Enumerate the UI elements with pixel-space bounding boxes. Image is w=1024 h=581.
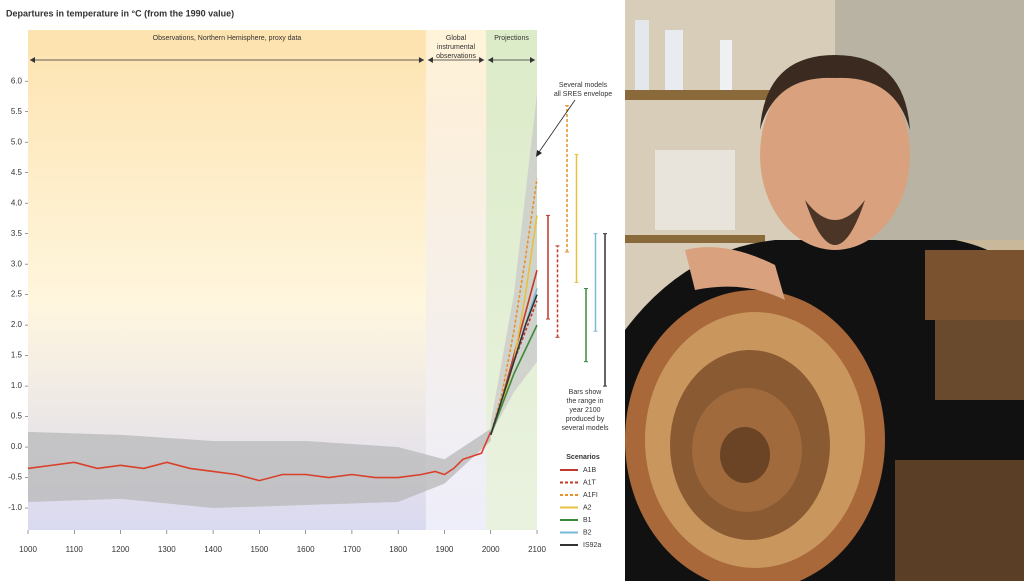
arrow-head (536, 150, 542, 157)
tree-ring (720, 427, 770, 483)
annotation: produced by (566, 416, 605, 423)
chart-title: Departures in temperature in °C (from th… (6, 8, 234, 18)
annotation: Bars show (569, 389, 603, 396)
x-tick-label: 1100 (66, 545, 84, 554)
y-tick-label: 0.5 (11, 412, 23, 421)
glassware (720, 40, 732, 90)
y-tick-label: 1.0 (11, 381, 23, 390)
x-tick-label: 1500 (250, 545, 268, 554)
y-tick-label: -0.5 (8, 473, 22, 482)
annotation: several models (561, 425, 609, 432)
legend-label: A1FI (583, 492, 598, 499)
wood-slab (935, 320, 1024, 400)
legend-label: A1T (583, 479, 597, 486)
region-header (29, 30, 425, 56)
scenario-line (489, 178, 538, 436)
y-tick-label: 2.5 (11, 290, 23, 299)
y-tick-label: 3.5 (11, 229, 23, 238)
x-tick-label: 2100 (528, 545, 546, 554)
legend-label: B1 (583, 517, 592, 524)
scenario-line (489, 294, 538, 436)
glassware (665, 30, 683, 90)
arrow-head (488, 57, 535, 63)
region-label: Observations, Northern Hemisphere, proxy… (153, 35, 302, 42)
shelf (625, 90, 775, 100)
region-header (487, 30, 536, 56)
y-tick-label: 5.5 (11, 107, 23, 116)
legend-label: A2 (583, 504, 592, 511)
x-tick-label: 1800 (389, 545, 407, 554)
region-label: Projections (494, 35, 529, 42)
y-tick-label: 1.5 (11, 351, 23, 360)
box (655, 150, 735, 230)
y-tick-label: -1.0 (8, 503, 22, 512)
x-tick-label: 1900 (436, 545, 454, 554)
region-label: Global (446, 35, 467, 42)
y-tick-label: 4.5 (11, 168, 23, 177)
y-tick-label: 4.0 (11, 198, 23, 207)
shelf (625, 235, 765, 243)
annotation: year 2100 (569, 407, 600, 414)
legend-label: A1B (583, 467, 597, 474)
annotation: Several models (559, 82, 608, 89)
legend-label: IS92a (583, 542, 601, 549)
uncertainty-band (28, 428, 491, 509)
annotation: the range in (567, 398, 604, 405)
x-tick-label: 1200 (112, 545, 130, 554)
region-header (426, 30, 486, 56)
head (760, 60, 910, 250)
hair (760, 55, 910, 130)
wood-slab (895, 460, 1024, 581)
hand (685, 247, 785, 300)
y-tick-label: 2.0 (11, 320, 23, 329)
glassware (635, 20, 649, 90)
x-tick-label: 1700 (343, 545, 361, 554)
x-tick-label: 1000 (19, 545, 37, 554)
x-tick-label: 2000 (482, 545, 500, 554)
y-tick-label: 6.0 (11, 76, 23, 85)
legend-label: B2 (583, 529, 592, 536)
annotation: all SRES envelope (554, 91, 612, 98)
annotation-arrow (536, 99, 576, 156)
beard (805, 200, 865, 245)
observed-line (27, 431, 492, 482)
y-tick-label: 3.0 (11, 259, 23, 268)
x-tick-label: 1400 (204, 545, 222, 554)
legend-title: Scenarios (566, 454, 600, 461)
region-label: instrumental (437, 44, 476, 51)
x-tick-label: 1600 (297, 545, 315, 554)
y-tick-label: 0.0 (11, 442, 23, 451)
scenario-line (489, 324, 538, 436)
region-label: observations (436, 53, 476, 60)
y-tick-label: 5.0 (11, 137, 23, 146)
photo (625, 0, 1024, 581)
chart: Departures in temperature in °C (from th… (6, 8, 613, 555)
wood-slab (925, 250, 1024, 320)
x-tick-label: 1300 (158, 545, 176, 554)
